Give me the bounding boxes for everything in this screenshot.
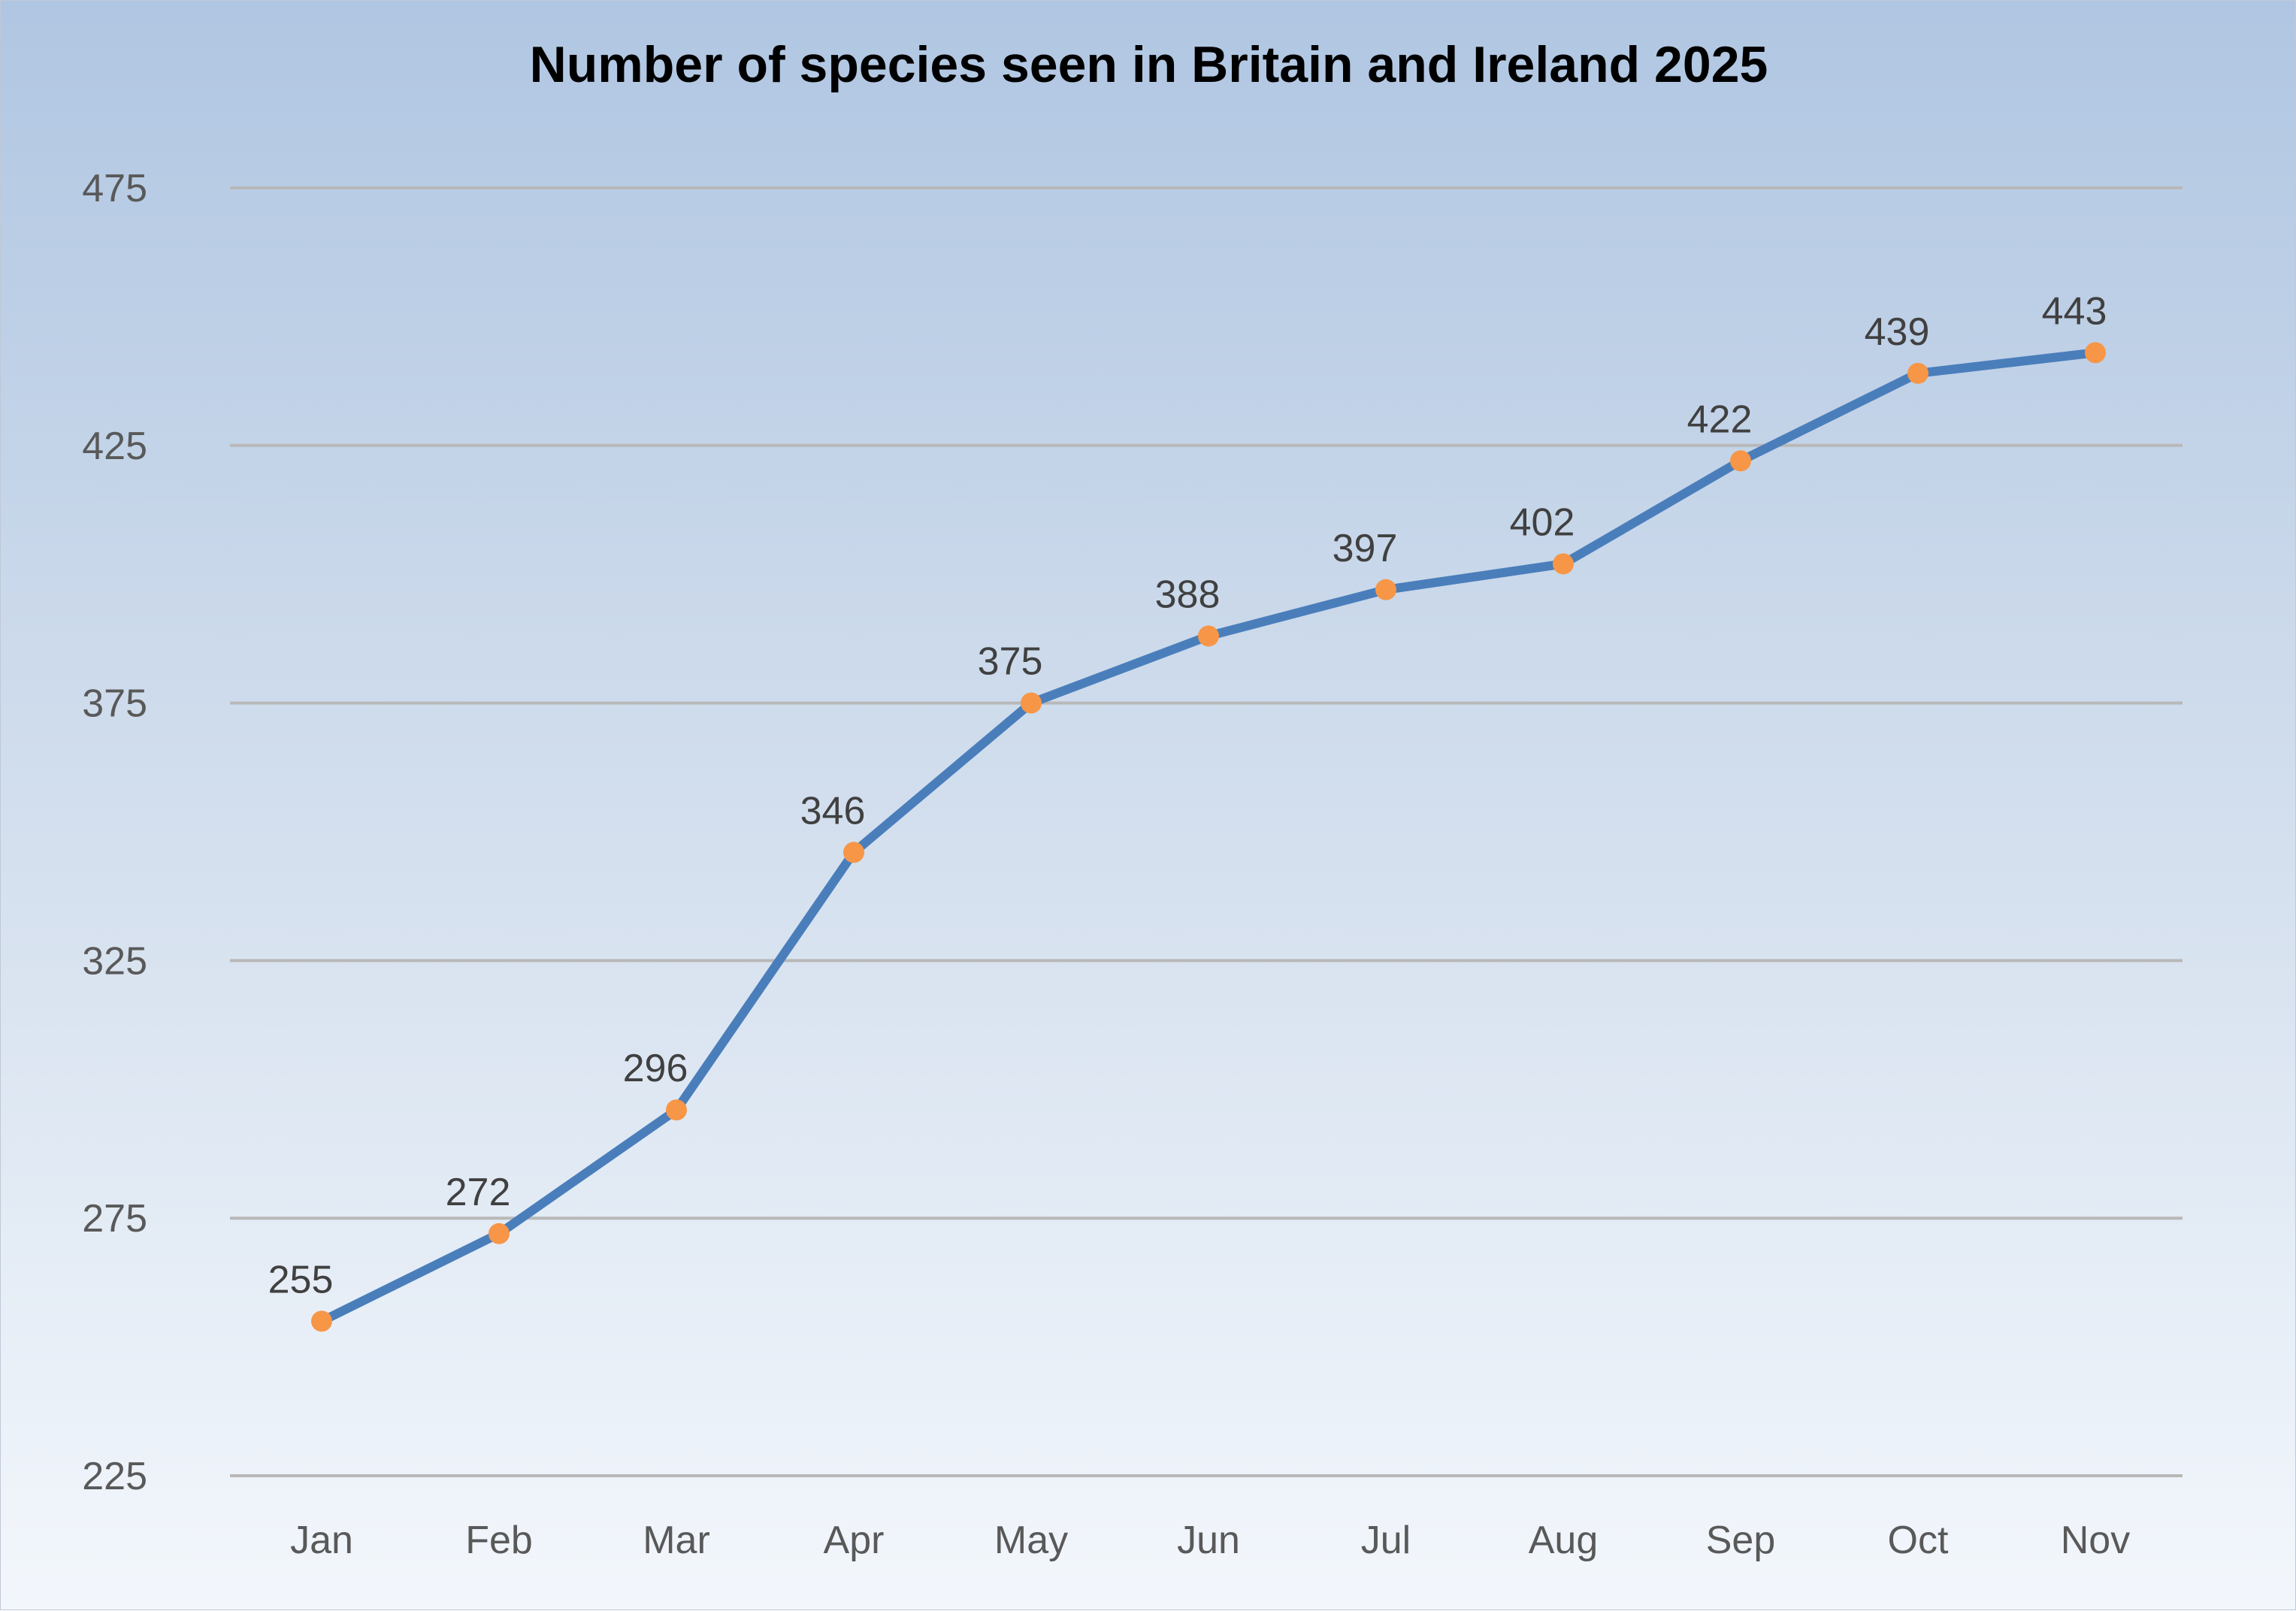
data-point-aug <box>1553 553 1574 575</box>
data-point-nov <box>2085 342 2106 364</box>
x-tick-label: Aug <box>1529 1519 1599 1562</box>
x-tick-label: Jul <box>1361 1519 1411 1562</box>
y-tick-label: 275 <box>82 1197 147 1241</box>
x-tick-label: Nov <box>2061 1519 2130 1562</box>
data-label-apr: 346 <box>800 789 866 833</box>
data-point-apr <box>843 842 864 863</box>
x-tick-label: Apr <box>824 1519 885 1562</box>
data-point-may <box>1021 692 1042 714</box>
data-point-mar <box>666 1099 687 1121</box>
data-point-jun <box>1198 625 1219 647</box>
data-labels: 255 272 296 346 375 388 397 402 422 439 443 <box>268 289 2107 1301</box>
x-tick-label: Mar <box>643 1519 710 1562</box>
data-label-may: 375 <box>978 640 1043 684</box>
data-label-feb: 272 <box>446 1171 511 1214</box>
y-tick-label: 425 <box>82 425 147 468</box>
x-tick-label: May <box>994 1519 1068 1562</box>
data-point-sep <box>1730 450 1751 472</box>
y-tick-label: 375 <box>82 682 147 726</box>
gridlines <box>230 186 2183 1477</box>
data-label-jul: 397 <box>1333 527 1398 570</box>
x-tick-label: Oct <box>1888 1519 1949 1562</box>
series-line <box>317 348 2100 1326</box>
data-label-aug: 402 <box>1510 500 1575 544</box>
data-label-oct: 439 <box>1865 310 1930 354</box>
y-tick-label: 475 <box>82 167 147 210</box>
y-axis-tick-labels: 225 275 325 375 425 475 <box>82 167 147 1498</box>
data-point-oct <box>1907 362 1928 384</box>
x-axis-tick-labels: Jan Feb Mar Apr May Jun Jul Aug Sep Oct Nov <box>290 1519 2130 1562</box>
data-point-feb <box>489 1223 510 1244</box>
data-point-jan <box>311 1310 332 1332</box>
x-tick-label: Feb <box>465 1519 533 1562</box>
data-label-jan: 255 <box>268 1258 334 1301</box>
data-series <box>311 342 2106 1332</box>
y-tick-label: 325 <box>82 939 147 983</box>
data-label-mar: 296 <box>623 1047 688 1090</box>
x-tick-label: Sep <box>1706 1519 1776 1562</box>
x-tick-label: Jan <box>290 1519 353 1562</box>
data-label-sep: 422 <box>1687 397 1753 441</box>
x-tick-label: Jun <box>1177 1519 1240 1562</box>
data-label-jun: 388 <box>1155 573 1221 616</box>
chart-title: Number of species seen in Britain and Ir… <box>529 36 1768 93</box>
data-point-jul <box>1375 579 1396 600</box>
data-label-nov: 443 <box>2042 289 2107 333</box>
y-tick-label: 225 <box>82 1455 147 1498</box>
